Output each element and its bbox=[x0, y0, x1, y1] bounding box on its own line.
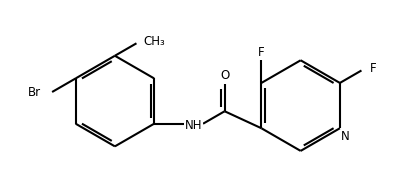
Text: Br: Br bbox=[28, 86, 41, 98]
Text: F: F bbox=[369, 62, 376, 75]
Text: CH₃: CH₃ bbox=[143, 35, 165, 47]
Text: O: O bbox=[220, 69, 229, 82]
Text: F: F bbox=[258, 46, 265, 59]
Text: NH: NH bbox=[185, 119, 203, 132]
Text: N: N bbox=[341, 130, 350, 143]
